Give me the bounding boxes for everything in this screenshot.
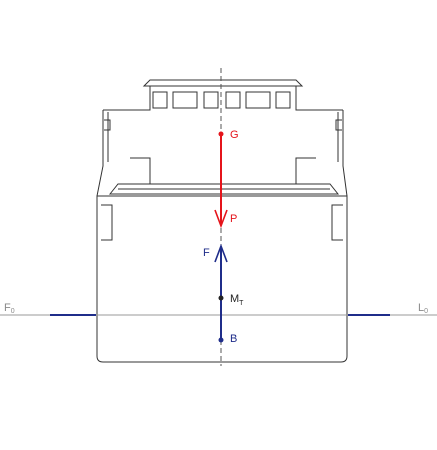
- main-deck: [108, 183, 340, 195]
- bridge-window: [225, 91, 241, 109]
- bridge-block: [103, 85, 343, 111]
- bridge-window: [275, 91, 291, 109]
- buoyancy-arrowhead: [214, 243, 228, 263]
- bridge-window: [152, 91, 168, 109]
- label-f: F: [203, 247, 210, 259]
- bridge-roof: [142, 79, 304, 87]
- right-ladder: [335, 119, 342, 131]
- label-mt: MT: [230, 293, 244, 307]
- weight-vector: [214, 131, 228, 229]
- bridge-window: [172, 91, 198, 109]
- label-l0: L0: [418, 302, 428, 315]
- label-f0: F0: [4, 302, 15, 315]
- label-l0-sub: 0: [424, 308, 428, 315]
- ship-cross-section: [96, 79, 348, 363]
- left-bulwark: [130, 157, 151, 184]
- label-f0-sub: 0: [11, 308, 15, 315]
- point-g: [218, 131, 224, 137]
- point-mt: [218, 295, 224, 301]
- label-mt-sub: T: [239, 300, 244, 307]
- right-bulwark: [295, 157, 316, 184]
- lower-hull: [96, 195, 348, 363]
- superstructure-right: [342, 110, 348, 197]
- left-ladder: [104, 119, 111, 131]
- bridge-window: [203, 91, 219, 109]
- label-p: P: [230, 213, 237, 225]
- label-mt-main: M: [230, 293, 239, 305]
- point-b: [218, 337, 224, 343]
- weight-arrowhead: [214, 209, 228, 229]
- label-f0-main: F: [4, 302, 11, 314]
- label-l0-main: L: [418, 302, 424, 314]
- bridge-window: [245, 91, 271, 109]
- label-g: G: [230, 129, 239, 141]
- buoyancy-vector: [214, 243, 228, 343]
- left-fitting: [101, 204, 113, 241]
- superstructure-left: [96, 110, 104, 197]
- label-b: B: [230, 333, 237, 345]
- right-fitting: [331, 204, 343, 241]
